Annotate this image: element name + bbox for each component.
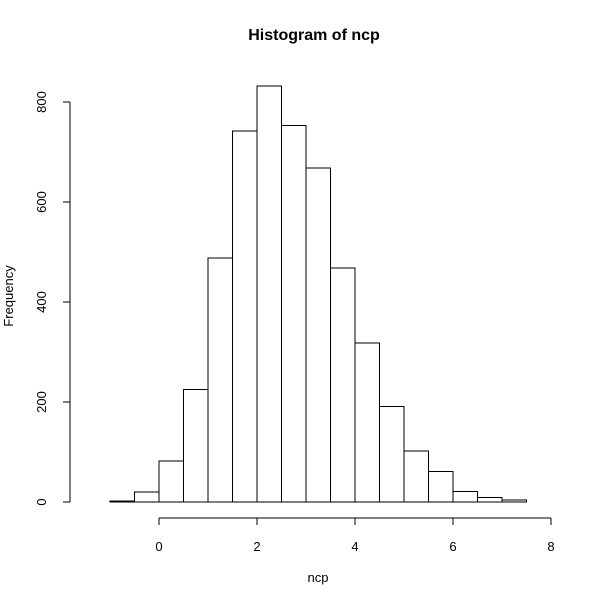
histogram-bar <box>281 125 307 503</box>
histogram-bar <box>158 460 184 503</box>
chart-title: Histogram of ncp <box>248 27 380 44</box>
histogram-bar <box>232 130 258 503</box>
histogram-bar <box>207 257 233 503</box>
histogram-bar <box>477 497 503 503</box>
y-axis: 0 200 400 600 800 <box>34 91 71 506</box>
histogram-bar <box>379 406 405 503</box>
x-tick-label: 2 <box>253 539 260 554</box>
histogram-bar <box>501 499 527 503</box>
histogram-bar <box>452 491 478 503</box>
y-tick-label: 200 <box>34 391 49 413</box>
x-tick-label: 4 <box>351 539 358 554</box>
histogram-bar <box>134 491 160 503</box>
x-tick-label: 6 <box>449 539 456 554</box>
y-tick-label: 0 <box>34 498 49 505</box>
histogram-bar <box>183 389 209 503</box>
histogram-bar <box>109 500 135 503</box>
x-axis-label: ncp <box>308 570 329 585</box>
histogram-bar <box>330 267 356 503</box>
histogram-bar <box>403 450 429 503</box>
y-tick-label: 400 <box>34 291 49 313</box>
histogram-bar <box>305 167 331 503</box>
histogram-bar <box>428 471 454 503</box>
histogram-bar <box>354 342 380 503</box>
y-axis-label: Frequency <box>1 265 16 327</box>
histogram-bar <box>256 85 282 503</box>
y-tick-label: 800 <box>34 91 49 113</box>
x-axis: 0 2 4 6 8 <box>155 517 555 554</box>
y-tick-label: 600 <box>34 191 49 213</box>
histogram-bars <box>109 85 527 503</box>
x-tick-label: 0 <box>155 539 162 554</box>
x-tick-label: 8 <box>547 539 554 554</box>
